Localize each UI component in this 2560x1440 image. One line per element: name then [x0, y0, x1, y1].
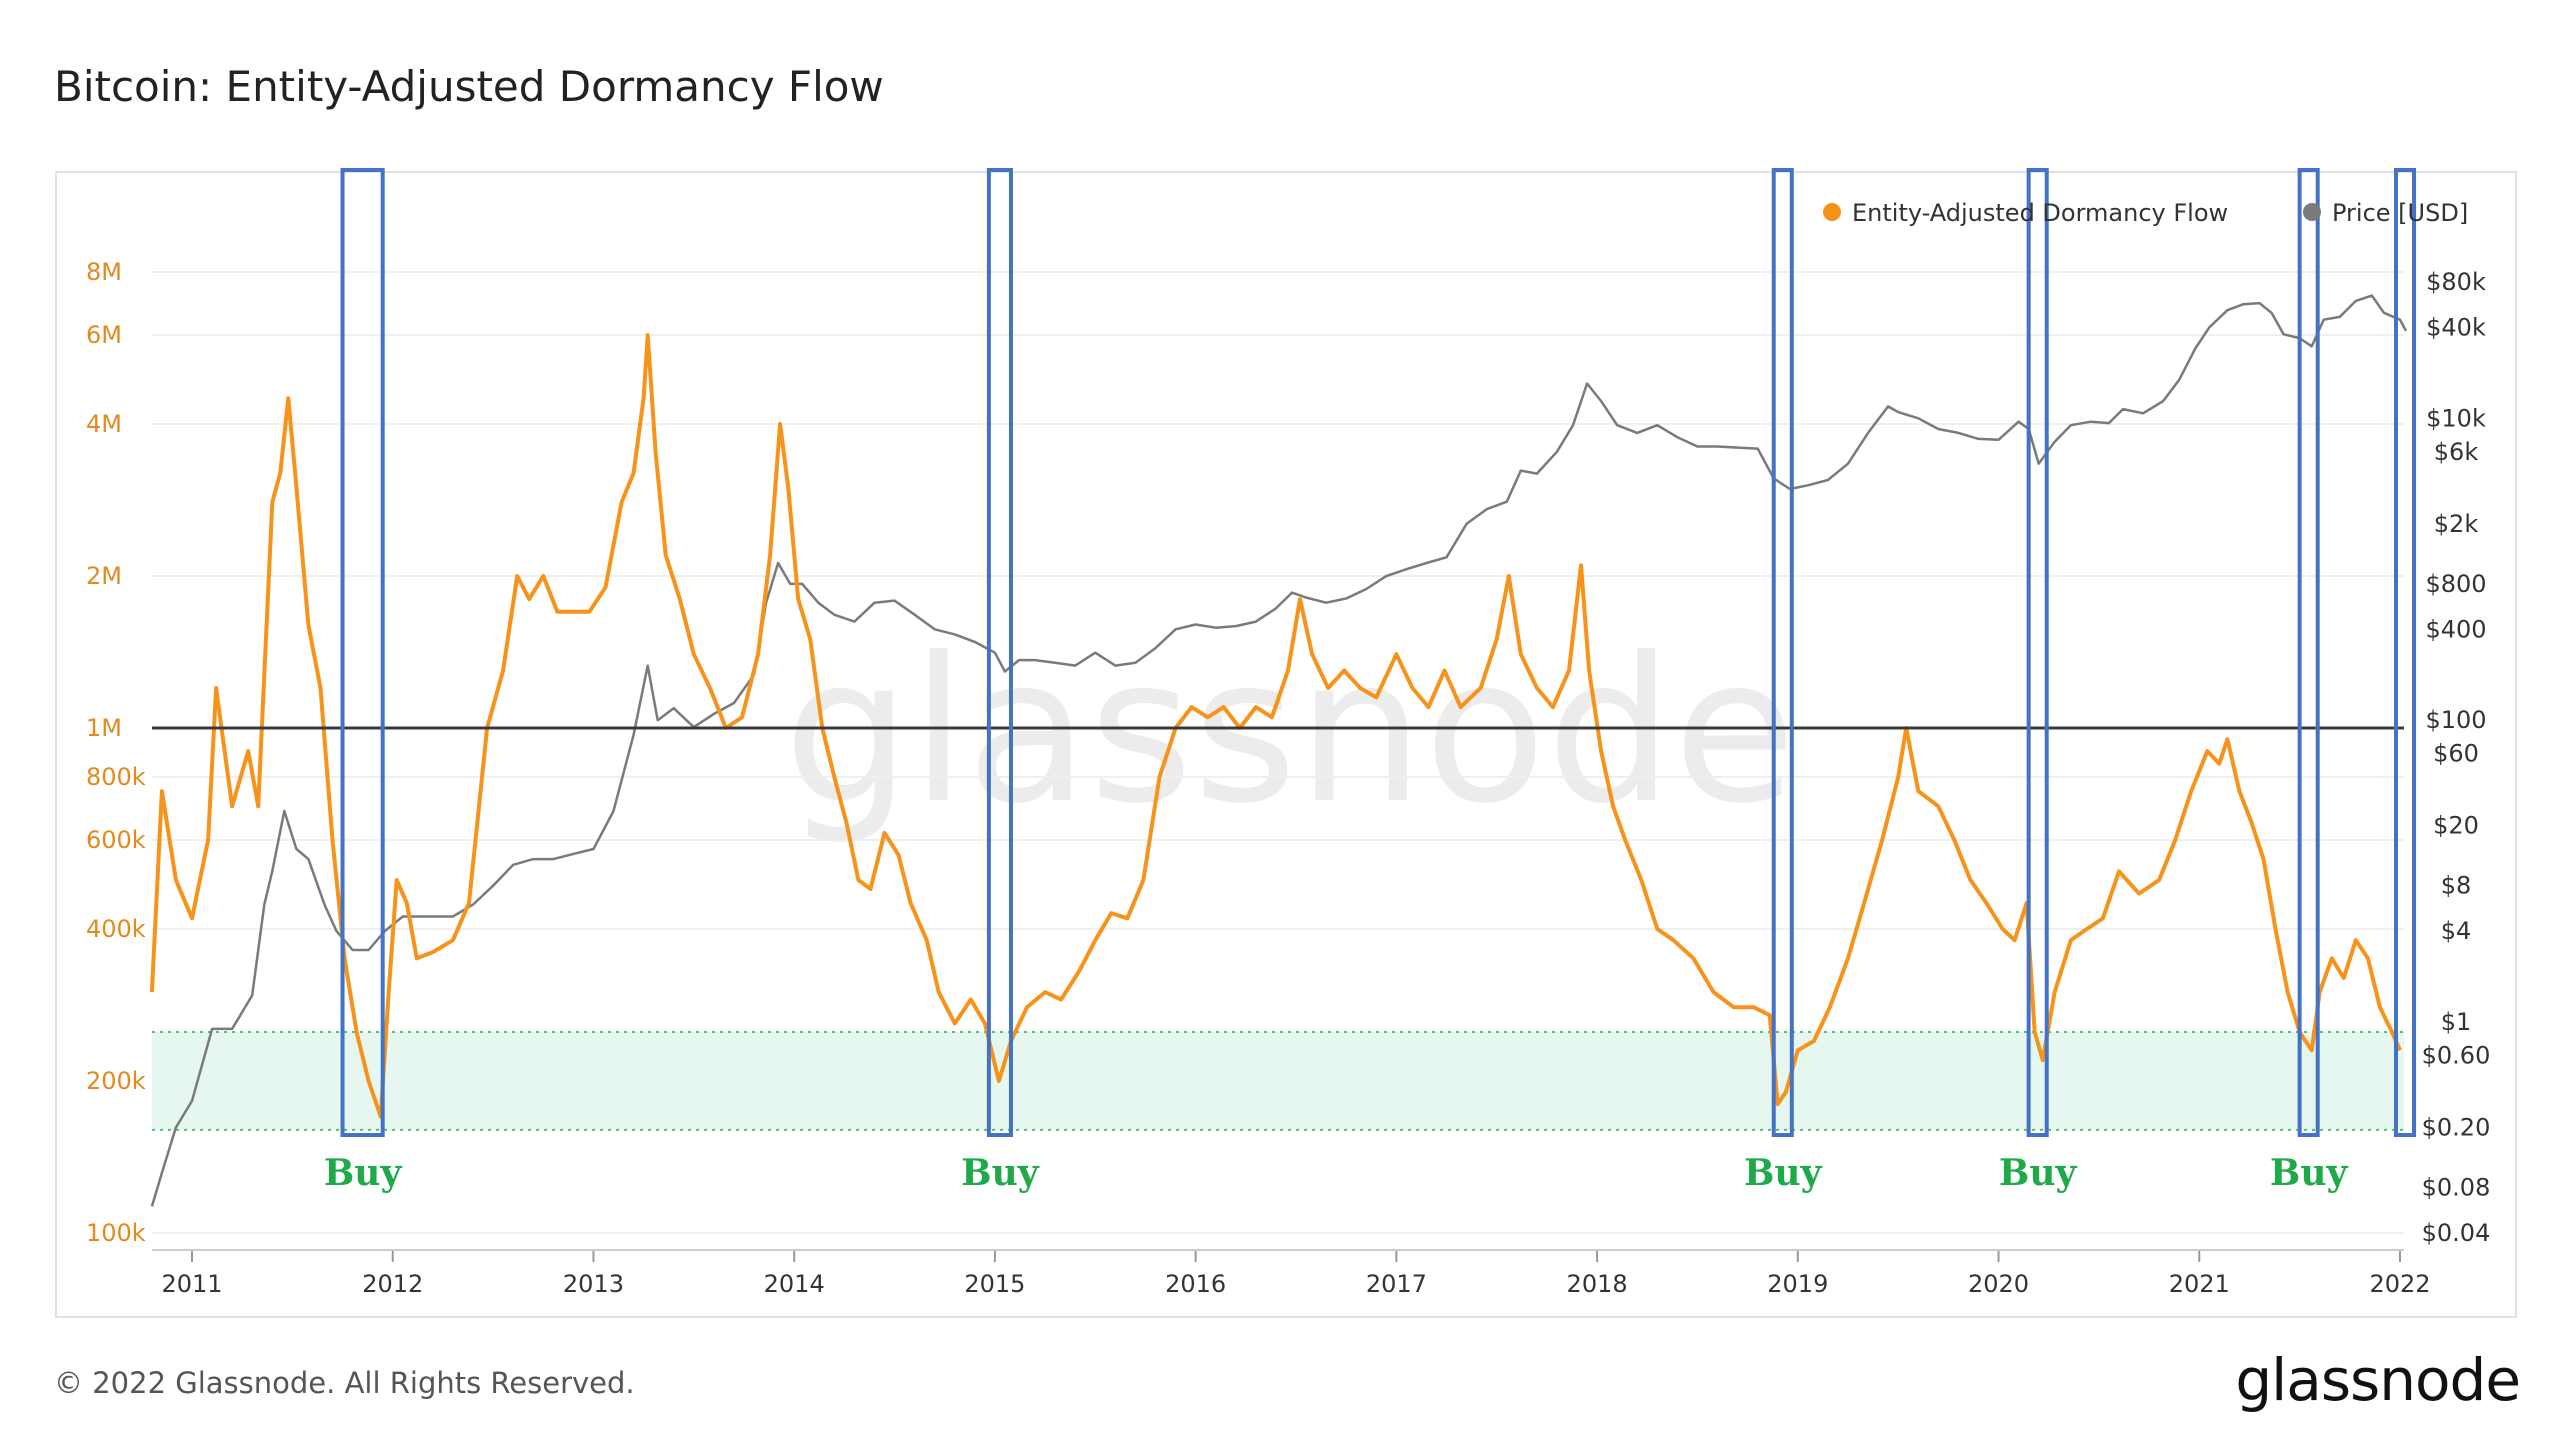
y-right-tick-label: $1 — [2441, 1008, 2472, 1036]
page-title: Bitcoin: Entity-Adjusted Dormancy Flow — [54, 62, 884, 111]
y-right-tick-label: $0.08 — [2422, 1174, 2491, 1202]
x-tick-label: 2017 — [1366, 1270, 1427, 1298]
buy-zone — [152, 1031, 2404, 1131]
buy-label: Buy — [961, 1152, 1040, 1194]
y-right-tick-label: $6k — [2434, 438, 2479, 466]
y-right-tick-label: $0.20 — [2422, 1114, 2491, 1142]
y-left-tick-label: 4M — [86, 410, 122, 438]
y-left-tick-label: 6M — [86, 321, 122, 349]
y-left-tick-label: 400k — [86, 915, 146, 943]
legend: Entity-Adjusted Dormancy Flow Price [USD] — [1823, 199, 2468, 227]
buy-window-box — [340, 168, 385, 1137]
y-right-tick-label: $4 — [2441, 917, 2472, 945]
buy-window-box — [1771, 168, 1794, 1137]
buy-label: Buy — [2270, 1152, 2349, 1194]
y-left-tick-label: 600k — [86, 826, 146, 854]
buy-window-box — [2393, 168, 2417, 1137]
x-tick-label: 2014 — [764, 1270, 825, 1298]
y-right-tick-label: $80k — [2426, 268, 2486, 296]
buy-label: Buy — [324, 1152, 403, 1194]
y-right-tick-label: $8 — [2441, 872, 2472, 900]
copyright-text: © 2022 Glassnode. All Rights Reserved. — [54, 1366, 635, 1400]
buy-zone-band — [152, 1032, 2404, 1130]
y-left-tick-label: 800k — [86, 763, 146, 791]
x-tick-label: 2018 — [1567, 1270, 1628, 1298]
x-tick-label: 2013 — [563, 1270, 624, 1298]
x-tick-label: 2011 — [161, 1270, 222, 1298]
y-left-tick-label: 200k — [86, 1067, 146, 1095]
y-left-tick-label: 1M — [86, 714, 122, 742]
y-right-tick-label: $60 — [2433, 740, 2479, 768]
buy-window-box — [2297, 168, 2320, 1137]
buy-window-box — [2026, 168, 2049, 1137]
legend-marker — [1823, 203, 1841, 221]
legend-entry: Entity-Adjusted Dormancy Flow — [1852, 199, 2228, 227]
y-right-tick-label: $2k — [2434, 510, 2479, 538]
y-right-tick-label: $20 — [2433, 812, 2479, 840]
y-right-tick-label: $100 — [2425, 706, 2486, 734]
y-right-tick-label: $400 — [2425, 615, 2486, 643]
y-right-tick-label: $10k — [2426, 404, 2486, 432]
x-tick-label: 2019 — [1767, 1270, 1828, 1298]
y-right-tick-label: $0.04 — [2422, 1219, 2491, 1247]
axis-ticks: 8M 6M 4M 2M 1M 800k 600k 400k 200k 100k $80k $40k $1… — [86, 258, 2490, 1298]
legend-entry: Price [USD] — [2332, 199, 2468, 227]
x-tick-label: 2022 — [2369, 1270, 2430, 1298]
y-left-tick-label: 2M — [86, 562, 122, 590]
y-right-tick-label: $40k — [2426, 313, 2486, 341]
buy-window-box — [986, 168, 1013, 1137]
y-right-tick-label: $0.60 — [2422, 1041, 2491, 1069]
x-tick-label: 2015 — [964, 1270, 1025, 1298]
buy-label: Buy — [1999, 1152, 2078, 1194]
buy-windows: Buy Buy Buy Buy Buy — [324, 168, 2417, 1194]
y-left-tick-label: 100k — [86, 1219, 146, 1247]
y-left-tick-label: 8M — [86, 258, 122, 286]
glassnode-logo: glassnode — [2235, 1346, 2521, 1414]
buy-label: Buy — [1744, 1152, 1823, 1194]
x-tick-label: 2020 — [1968, 1270, 2029, 1298]
x-tick-label: 2012 — [362, 1270, 423, 1298]
x-tick-label: 2016 — [1165, 1270, 1226, 1298]
price-series-line — [150, 294, 2408, 1207]
x-tick-label: 2021 — [2169, 1270, 2230, 1298]
y-right-tick-label: $800 — [2425, 570, 2486, 598]
legend-marker — [2303, 203, 2321, 221]
